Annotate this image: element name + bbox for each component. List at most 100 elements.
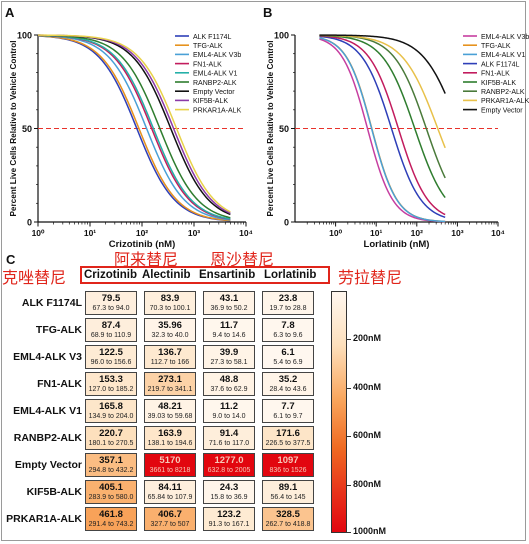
cell-value: 35.2 xyxy=(278,374,298,385)
cell-value: 43.1 xyxy=(219,293,239,304)
heatmap-cell: 405.1 283.9 to 580.0 xyxy=(85,480,137,504)
heatmap-cell: 35.96 32.3 to 40.0 xyxy=(144,318,196,342)
panel-c-letter: C xyxy=(6,252,16,267)
cell-range: 70.3 to 100.1 xyxy=(149,304,191,312)
cell-value: 48.8 xyxy=(219,374,239,385)
cell-range: 138.1 to 194.6 xyxy=(147,439,193,447)
legend-entry: EML4-ALK V1 xyxy=(193,71,237,78)
series-curve xyxy=(319,34,446,94)
cell-value: 83.9 xyxy=(160,293,180,304)
cell-range: 294.8 to 432.2 xyxy=(88,466,134,474)
cell-range: 3661 to 8218 xyxy=(149,466,191,474)
heatmap-cell: 153.3 127.0 to 185.2 xyxy=(85,372,137,396)
heatmap-cell: 220.7 180.1 to 270.5 xyxy=(85,426,137,450)
heatmap-cell: 84.11 65.84 to 107.9 xyxy=(144,480,196,504)
legend-entry: TFG-ALK xyxy=(481,43,511,50)
row-label: KIF5B-ALK xyxy=(26,486,82,498)
cell-range: 6.1 to 9.7 xyxy=(273,412,303,420)
colorbar-tick-label: 200nM xyxy=(353,333,382,344)
cell-range: 28.4 to 43.6 xyxy=(269,385,307,393)
cell-range: 68.9 to 110.9 xyxy=(90,331,132,339)
y-tick-label: 0 xyxy=(284,218,289,228)
heatmap-cell: 406.7 327.7 to 507 xyxy=(144,507,196,531)
colorbar-tick-label: 400nM xyxy=(353,381,382,392)
crizotinib-cn-label: 克唑替尼 xyxy=(2,268,67,287)
cell-range: 71.6 to 117.0 xyxy=(208,439,250,447)
column-header: Lorlatinib xyxy=(264,269,317,281)
heatmap-cell: 273.1 219.7 to 341.1 xyxy=(144,372,196,396)
row-label: FN1-ALK xyxy=(37,378,82,390)
legend-entry: PRKAR1A-ALK xyxy=(193,107,242,114)
cell-range: 27.3 to 58.1 xyxy=(210,358,248,366)
heatmap-cell: 5170 3661 to 8218 xyxy=(144,453,196,477)
legend-entry: EML4-ALK V3b xyxy=(481,34,529,41)
cell-value: 11.7 xyxy=(220,320,238,331)
cell-value: 7.7 xyxy=(281,401,295,412)
cell-range: 6.3 to 9.6 xyxy=(273,331,303,339)
heatmap-cell: 328.5 262.7 to 418.8 xyxy=(262,507,314,531)
heatmap-cell: 136.7 112.7 to 166 xyxy=(144,345,196,369)
cell-range: 127.0 to 185.2 xyxy=(88,385,134,393)
y-tick-label: 50 xyxy=(22,124,32,134)
cell-value: 405.1 xyxy=(99,482,123,493)
x-axis-label: Lorlatinib (nM) xyxy=(364,239,430,250)
cell-value: 24.3 xyxy=(219,482,239,493)
cell-range: 56.4 to 145 xyxy=(270,493,306,501)
row-label: ALK F1174L xyxy=(21,297,82,309)
panel-a-chart: 0 50 100 10⁰ 10¹ 10² 10³ 10⁴ Crizotinib (nM) Perc… xyxy=(9,31,253,251)
heatmap-cell: 165.8 134.9 to 204.0 xyxy=(85,399,137,423)
series-curve xyxy=(319,35,446,216)
heatmap-cell: 43.1 36.9 to 50.2 xyxy=(203,291,255,315)
cell-value: 48.21 xyxy=(158,401,182,412)
cell-value: 171.6 xyxy=(276,428,300,439)
x-tick-label: 10⁰ xyxy=(329,228,342,238)
legend-entry: PRKAR1A-ALK xyxy=(481,98,529,105)
x-tick-label: 10² xyxy=(136,228,148,238)
colorbar-tick-label: 600nM xyxy=(353,430,382,441)
legend-entry: FN1-ALK xyxy=(481,71,510,78)
heatmap-cell: 87.4 68.9 to 110.9 xyxy=(85,318,137,342)
cell-range: 36.9 to 50.2 xyxy=(210,304,248,312)
x-tick-label: 10¹ xyxy=(84,228,96,238)
cell-value: 84.11 xyxy=(158,482,182,493)
heatmap-cell: 7.8 6.3 to 9.6 xyxy=(262,318,314,342)
row-label: EML4-ALK V3 xyxy=(13,351,82,363)
colorbar-tick xyxy=(347,484,351,486)
series-curve xyxy=(37,34,231,213)
panel-a-letter: A xyxy=(5,5,15,20)
cell-range: 9.0 to 14.0 xyxy=(212,412,246,420)
cell-value: 136.7 xyxy=(158,347,182,358)
cell-range: 226.5 to 377.5 xyxy=(265,439,311,447)
legend-entry: Empty Vector xyxy=(193,89,235,96)
heatmap-cell: 122.5 96.0 to 156.6 xyxy=(85,345,137,369)
cell-range: 37.6 to 62.9 xyxy=(210,385,248,393)
series-curve xyxy=(37,35,231,222)
cell-range: 32.3 to 40.0 xyxy=(151,331,189,339)
legend-entry: ALK F1174L xyxy=(481,61,520,68)
legend-entry: FN1-ALK xyxy=(193,61,222,68)
drug-header-highlight-box xyxy=(80,266,330,284)
y-tick-label: 0 xyxy=(27,218,32,228)
y-axis-label: Percent Live Cells Relative to Vehicle C… xyxy=(9,40,18,216)
cell-value: 1097 xyxy=(277,455,299,466)
cell-value: 123.2 xyxy=(217,509,241,520)
x-tick-label: 10⁰ xyxy=(32,228,45,238)
heatmap-cell: 11.2 9.0 to 14.0 xyxy=(203,399,255,423)
cell-range: 219.7 to 341.1 xyxy=(147,385,193,393)
column-header: Crizotinib xyxy=(84,269,138,281)
colorbar-tick-label: 800nM xyxy=(353,478,382,489)
y-tick-label: 100 xyxy=(17,31,32,41)
colorbar-tick xyxy=(347,436,351,438)
cell-value: 165.8 xyxy=(99,401,123,412)
y-axis-label: Percent Live Cells Relative to Vehicle C… xyxy=(266,40,275,216)
row-label: PRKAR1A-ALK xyxy=(6,513,82,525)
series-curve xyxy=(319,38,446,223)
cell-value: 39.9 xyxy=(219,347,239,358)
cell-value: 11.2 xyxy=(220,401,238,412)
heatmap-cell: 79.5 67.3 to 94.0 xyxy=(85,291,137,315)
column-header: Ensartinib xyxy=(199,269,256,281)
cell-value: 153.3 xyxy=(99,374,123,385)
cell-range: 632.8 to 2005 xyxy=(207,466,251,474)
heatmap-cell: 1097 836 to 1526 xyxy=(262,453,314,477)
